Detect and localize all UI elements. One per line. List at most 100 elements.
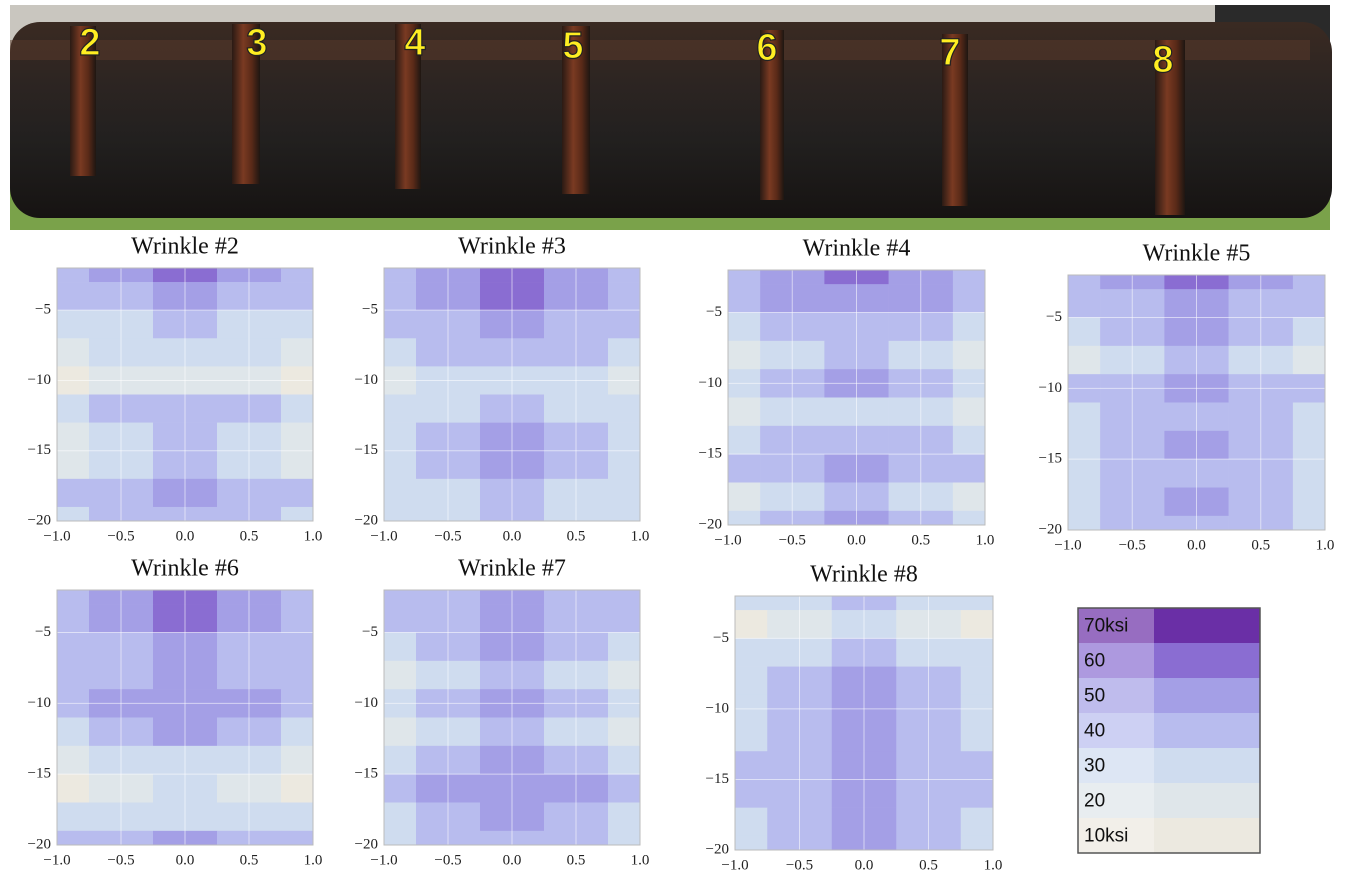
wrinkle-number: 7 (939, 32, 960, 74)
x-tick-label: 1.0 (631, 852, 650, 868)
contour-cell (953, 284, 985, 313)
contour-cell (281, 803, 313, 832)
contour-cell (1293, 431, 1325, 460)
y-tick-label: −20 (706, 841, 729, 857)
contour-cell (384, 604, 416, 633)
contour-cell (281, 423, 313, 451)
contour-cell (953, 454, 985, 483)
y-tick-label: −15 (355, 442, 378, 458)
y-tick-label: −20 (28, 512, 51, 528)
contour-cell (961, 667, 994, 696)
contour-plot: −1.0−0.50.00.51.0−5−10−15−20Wrinkle #6 (28, 556, 323, 869)
contour-cell (281, 282, 313, 310)
y-tick-label: −15 (706, 771, 729, 787)
contour-cell (384, 633, 416, 662)
contour-cell (281, 718, 313, 747)
contour-cell (728, 454, 760, 483)
contour-cell (384, 268, 416, 282)
contour-cell (57, 633, 89, 662)
contour-cell (281, 604, 313, 633)
contour-cell (728, 341, 760, 370)
contour-cell (1068, 431, 1100, 460)
y-tick-label: −5 (362, 624, 378, 640)
x-tick-label: −0.5 (107, 852, 134, 868)
wrinkle-number: 6 (756, 27, 777, 69)
contour-cell (57, 423, 89, 451)
contour-cell (608, 661, 640, 690)
x-tick-label: 0.0 (855, 857, 874, 873)
contour-cell (384, 310, 416, 338)
contour-cell (57, 718, 89, 747)
x-tick-label: 0.0 (503, 528, 522, 544)
y-tick-label: −5 (362, 302, 378, 318)
contour-cell (608, 310, 640, 338)
contour-cell (953, 270, 985, 284)
legend-label: 60 (1084, 651, 1105, 672)
contour-plot: −1.0−0.50.00.51.0−5−10−15−20Wrinkle #7 (355, 556, 650, 869)
contour-cell (728, 398, 760, 427)
contour-cell (281, 479, 313, 507)
contour-cell (281, 338, 313, 366)
x-tick-label: 0.5 (1251, 537, 1270, 553)
x-tick-label: 0.5 (567, 852, 586, 868)
contour-cell (608, 268, 640, 282)
x-tick-label: 1.0 (304, 528, 323, 544)
contour-cell (1068, 289, 1100, 318)
contour-cell (735, 596, 768, 610)
contour-cell (961, 808, 994, 837)
contour-cell (953, 313, 985, 342)
y-tick-label: −10 (28, 372, 51, 388)
contour-cell (608, 479, 640, 507)
y-tick-label: −10 (699, 375, 722, 391)
contour-cell (1293, 346, 1325, 375)
contour-cell (57, 338, 89, 366)
x-tick-label: −0.5 (1119, 537, 1146, 553)
legend-label: 70ksi (1084, 616, 1128, 637)
contour-cell (953, 398, 985, 427)
figure: 2 3 4 5 6 7 8 −1.0−0.50.00.51.0−5−10−15−… (0, 0, 1352, 877)
contour-cell (735, 836, 768, 850)
wrinkle-number: 4 (404, 22, 425, 64)
y-tick-label: −5 (1046, 309, 1062, 325)
contour-cell (57, 746, 89, 775)
contour-cell (608, 803, 640, 832)
x-tick-label: −1.0 (1054, 537, 1081, 553)
contour-plot: −1.0−0.50.00.51.0−5−10−15−20Wrinkle #5 (1039, 241, 1335, 554)
contour-cell (735, 667, 768, 696)
x-tick-label: 1.0 (984, 857, 1003, 873)
contour-cell (1293, 289, 1325, 318)
contour-cell (1068, 318, 1100, 347)
contour-cell (961, 596, 994, 610)
contour-cell (1068, 488, 1100, 517)
y-tick-label: −15 (28, 442, 51, 458)
contour-cell (384, 590, 416, 604)
contour-cell (57, 507, 89, 521)
x-tick-label: −0.5 (786, 857, 813, 873)
y-tick-label: −5 (713, 630, 729, 646)
contour-cell (281, 746, 313, 775)
x-tick-label: −0.5 (107, 528, 134, 544)
y-tick-label: −10 (28, 695, 51, 711)
contour-cell (735, 610, 768, 639)
legend-label: 10ksi (1084, 826, 1128, 847)
contour-cell (953, 341, 985, 370)
y-tick-label: −15 (1039, 451, 1062, 467)
contour-cell (57, 774, 89, 803)
y-tick-label: −20 (355, 836, 378, 852)
chart-title: Wrinkle #8 (810, 562, 918, 588)
contour-cell (608, 395, 640, 423)
y-tick-label: −20 (28, 836, 51, 852)
contour-cell (735, 751, 768, 780)
legend-label: 50 (1084, 686, 1105, 707)
contour-cell (1068, 275, 1100, 289)
wrinkle-number: 2 (79, 22, 100, 64)
contour-cell (384, 395, 416, 423)
x-tick-label: −1.0 (370, 852, 397, 868)
contour-cell (608, 633, 640, 662)
contour-cell (57, 451, 89, 479)
contour-cell (281, 451, 313, 479)
y-tick-label: −10 (706, 700, 729, 716)
y-tick-label: −15 (699, 446, 722, 462)
x-tick-label: −1.0 (370, 528, 397, 544)
y-tick-label: −5 (35, 624, 51, 640)
